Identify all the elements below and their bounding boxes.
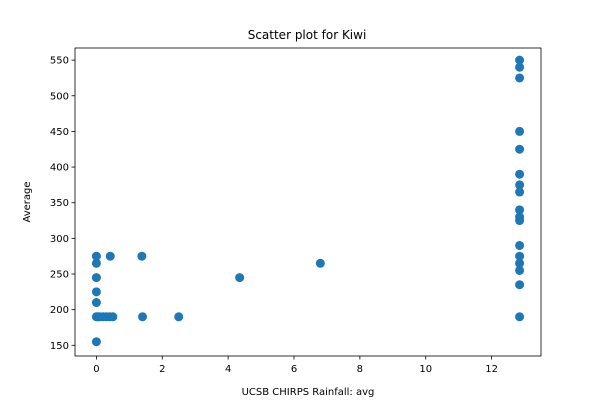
scatter-point xyxy=(515,73,525,83)
y-tick-label: 450 xyxy=(50,127,69,138)
scatter-point xyxy=(515,187,525,197)
y-tick-label: 250 xyxy=(50,270,69,281)
scatter-point xyxy=(515,205,525,215)
scatter-point xyxy=(515,144,525,154)
scatter-point xyxy=(515,212,525,222)
plot-area-frame xyxy=(74,47,542,357)
x-axis-label: UCSB CHIRPS Rainfall: avg xyxy=(242,387,375,398)
scatter-point xyxy=(515,280,525,290)
x-tick-label: 10 xyxy=(419,364,432,375)
scatter-point xyxy=(515,55,525,65)
x-tick-label: 6 xyxy=(291,364,297,375)
scatter-point xyxy=(108,312,118,322)
y-tick-label: 400 xyxy=(50,163,69,174)
x-axis-ticks: 0 2 4 6 8 10 12 xyxy=(93,356,498,375)
y-tick-label: 500 xyxy=(50,91,69,102)
y-tick-label: 550 xyxy=(50,56,69,67)
scatter-point xyxy=(515,251,525,261)
y-axis-ticks: 150 200 250 300 350 400 450 500 550 xyxy=(50,56,75,352)
x-tick-label: 8 xyxy=(357,364,363,375)
y-tick-label: 200 xyxy=(50,305,69,316)
x-tick-label: 2 xyxy=(159,364,165,375)
scatter-point xyxy=(515,62,525,72)
y-axis-label: Average xyxy=(22,181,33,222)
scatter-point xyxy=(137,251,147,261)
x-tick-label: 12 xyxy=(485,364,498,375)
scatter-point xyxy=(315,258,325,268)
scatter-point xyxy=(515,240,525,250)
scatter-point xyxy=(515,258,525,268)
scatter-point xyxy=(515,180,525,190)
scatter-point xyxy=(138,312,148,322)
scatter-point xyxy=(91,287,101,297)
scatter-point xyxy=(174,312,184,322)
x-tick-label: 0 xyxy=(93,364,99,375)
scatter-point xyxy=(91,258,101,268)
y-tick-label: 350 xyxy=(50,198,69,209)
scatter-point xyxy=(91,251,101,261)
scatter-point xyxy=(515,312,525,322)
scatter-point xyxy=(515,265,525,275)
scatter-point xyxy=(515,126,525,136)
chart-title: Scatter plot for Kiwi xyxy=(248,28,367,42)
scatter-point xyxy=(515,169,525,179)
scatter-point xyxy=(235,273,245,283)
y-tick-label: 150 xyxy=(50,341,69,352)
scatter-point xyxy=(91,273,101,283)
scatter-point xyxy=(91,337,101,347)
scatter-point xyxy=(91,298,101,308)
y-tick-label: 300 xyxy=(50,234,69,245)
points-layer xyxy=(91,55,525,347)
x-tick-label: 4 xyxy=(225,364,231,375)
scatter-point xyxy=(105,251,115,261)
